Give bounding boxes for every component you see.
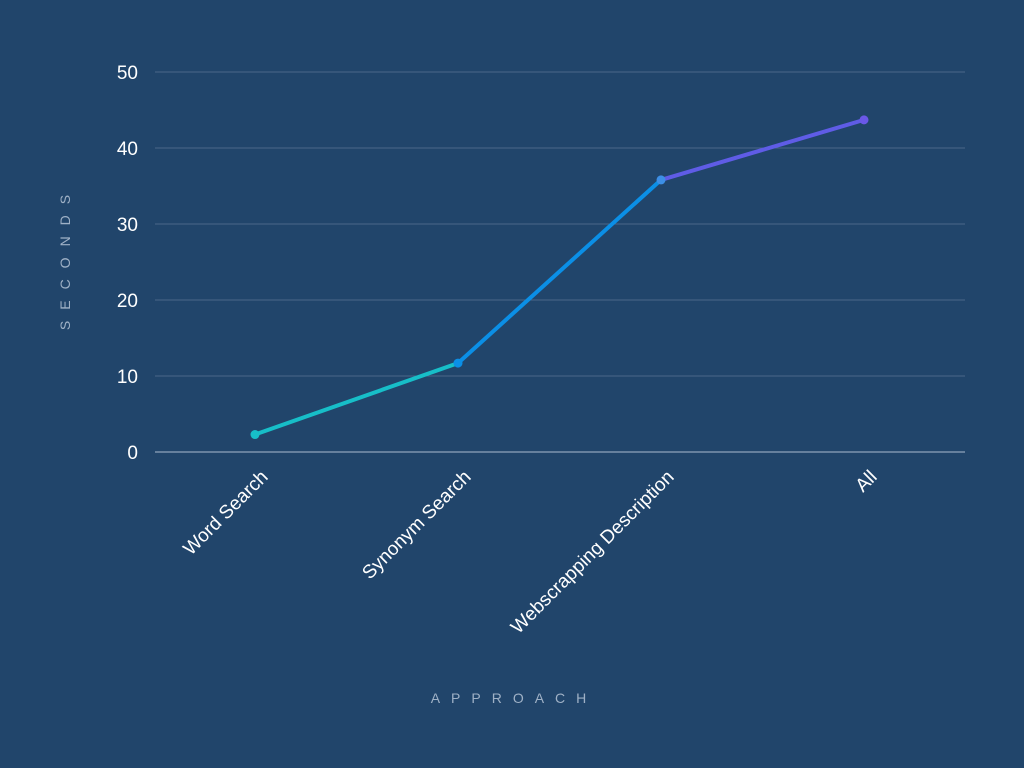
line-segment: [253, 361, 460, 437]
y-tick-label: 50: [117, 63, 138, 84]
y-tick-label: 30: [117, 215, 138, 236]
y-tick-label: 20: [117, 291, 138, 312]
series-points: [250, 115, 869, 440]
gridlines: [155, 71, 965, 453]
x-tick-label: Word Search: [180, 467, 273, 560]
data-point: [859, 115, 869, 125]
line-segment: [456, 177, 663, 366]
y-axis-ticks: 0 10 20 30 40 50: [117, 63, 138, 464]
y-tick-label: 0: [127, 443, 138, 464]
y-tick-label: 10: [117, 367, 138, 388]
x-tick-label: All: [852, 467, 882, 497]
data-point: [656, 175, 666, 185]
x-tick-label: Webscrapping Description: [507, 467, 678, 638]
line-segment: [659, 117, 866, 182]
series-line: [253, 117, 866, 437]
x-axis-title: APPROACH: [431, 690, 598, 706]
x-tick-label: Synonym Search: [358, 467, 475, 584]
x-axis-ticks: Word Search Synonym Search Webscrapping De…: [180, 467, 882, 638]
data-point: [250, 430, 260, 440]
data-point: [453, 358, 463, 368]
y-tick-label: 40: [117, 139, 138, 160]
y-axis-title: SECONDS: [57, 184, 73, 330]
